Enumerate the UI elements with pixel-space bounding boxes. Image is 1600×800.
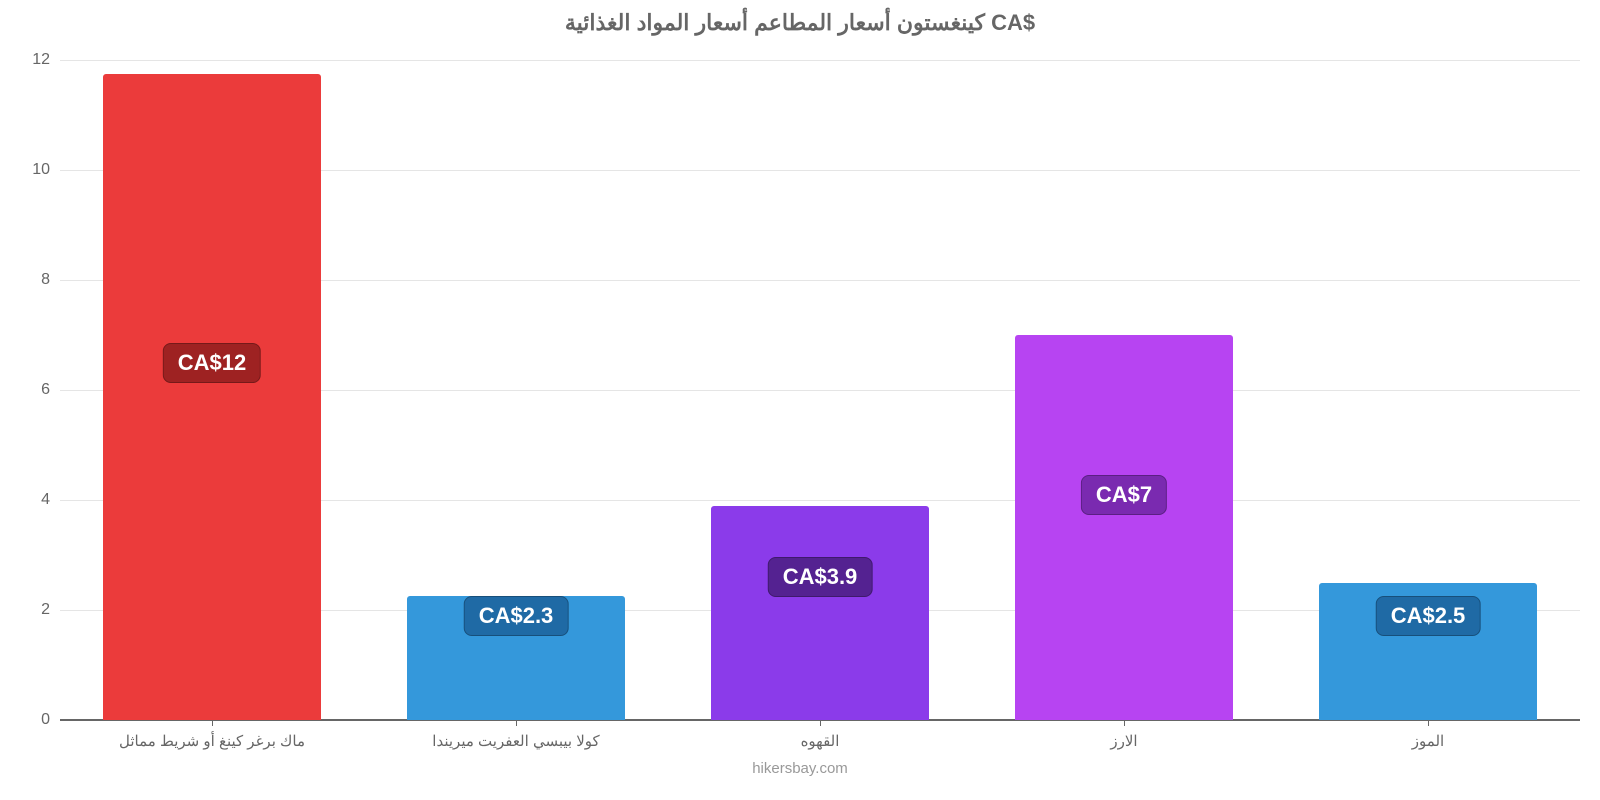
- y-tick-label: 8: [41, 271, 60, 289]
- x-axis-label: الموز: [1412, 720, 1444, 750]
- y-tick-label: 2: [41, 601, 60, 619]
- bar: [1015, 335, 1234, 720]
- x-axis-label: الارز: [1110, 720, 1137, 750]
- plot-area: 024681012CA$12ماك برغر كينغ أو شريط مماث…: [60, 60, 1580, 720]
- bar: [711, 506, 930, 721]
- bar: [103, 74, 322, 720]
- value-badge: CA$2.5: [1376, 596, 1481, 636]
- chart-container: كينغستون أسعار المطاعم أسعار المواد الغذ…: [0, 0, 1600, 800]
- grid-line: [60, 60, 1580, 61]
- y-tick-label: 12: [32, 51, 60, 69]
- x-axis-label: القهوه: [801, 720, 840, 750]
- value-badge: CA$2.3: [464, 596, 569, 636]
- x-axis-label: كولا بيبسي العفريت ميريندا: [432, 720, 599, 750]
- y-tick-label: 6: [41, 381, 60, 399]
- chart-credit: hikersbay.com: [0, 760, 1600, 777]
- value-badge: CA$12: [163, 343, 261, 383]
- value-badge: CA$7: [1081, 475, 1167, 515]
- value-badge: CA$3.9: [768, 557, 873, 597]
- y-tick-label: 10: [32, 161, 60, 179]
- y-tick-label: 4: [41, 491, 60, 509]
- chart-title: كينغستون أسعار المطاعم أسعار المواد الغذ…: [0, 10, 1600, 36]
- y-tick-label: 0: [41, 711, 60, 729]
- x-axis-label: ماك برغر كينغ أو شريط مماثل: [119, 720, 305, 750]
